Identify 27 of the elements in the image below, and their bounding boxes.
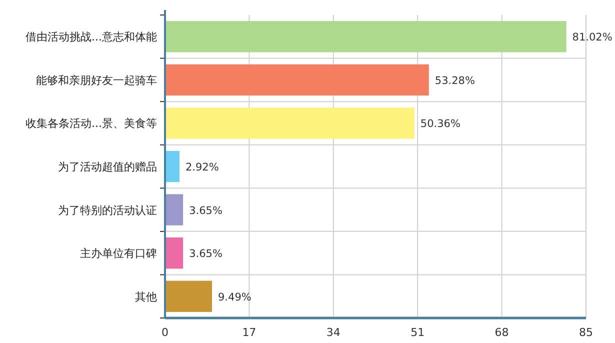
- x-tick-label: 68: [494, 326, 509, 339]
- bar: [165, 64, 429, 96]
- x-tick-label: 17: [242, 326, 256, 339]
- data-label: 3.65%: [189, 248, 222, 260]
- bar: [165, 150, 180, 182]
- y-tick-label: 为了特别的活动认证: [58, 204, 157, 217]
- y-tick-label: 主办单位有口碑: [80, 247, 157, 260]
- y-tick-label: 收集各条活动...景、美食等: [26, 117, 157, 130]
- y-tick-label: 其他: [135, 290, 157, 304]
- x-tick-label: 85: [579, 326, 593, 339]
- data-label: 53.28%: [434, 74, 475, 87]
- bar: [165, 194, 184, 226]
- data-label: 9.49%: [218, 291, 252, 304]
- data-label: 3.65%: [189, 204, 222, 217]
- data-label: 81.02%: [572, 32, 612, 44]
- x-tick-label: 34: [326, 326, 340, 339]
- x-tick-label: 0: [162, 326, 168, 339]
- y-tick-label: 借由活动挑战...意志和体能: [26, 30, 157, 44]
- data-label: 2.92%: [185, 162, 219, 174]
- bar: [165, 21, 566, 52]
- y-tick-label: 为了活动超值的赠品: [58, 160, 157, 174]
- bar: [165, 280, 212, 312]
- y-tick-label: 能够和亲朋好友一起骑车: [36, 74, 157, 87]
- data-label: 50.36%: [420, 118, 460, 130]
- x-tick-label: 51: [410, 326, 425, 339]
- bar: [165, 237, 184, 269]
- bar: [165, 108, 414, 139]
